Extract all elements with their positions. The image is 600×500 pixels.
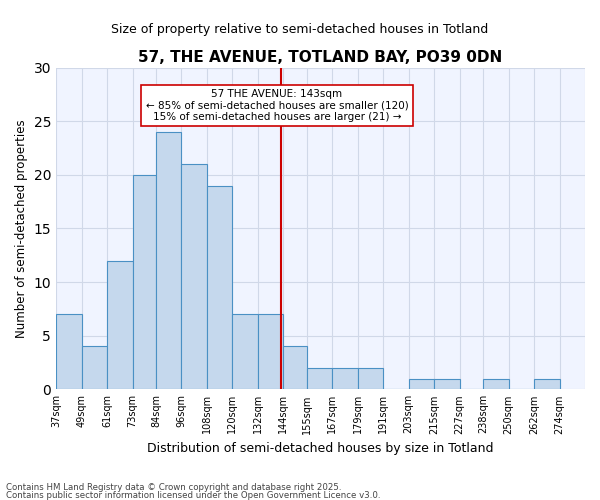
Bar — [107, 260, 133, 390]
Bar — [307, 368, 332, 390]
Bar — [332, 368, 358, 390]
Text: Contains public sector information licensed under the Open Government Licence v3: Contains public sector information licen… — [6, 490, 380, 500]
Bar — [156, 132, 181, 390]
Bar — [258, 314, 283, 390]
X-axis label: Distribution of semi-detached houses by size in Totland: Distribution of semi-detached houses by … — [147, 442, 494, 455]
Bar — [358, 368, 383, 390]
Bar — [207, 186, 232, 390]
Bar — [232, 314, 258, 390]
Bar — [434, 378, 460, 390]
Bar — [82, 346, 107, 390]
Bar — [133, 175, 156, 390]
Text: Contains HM Land Registry data © Crown copyright and database right 2025.: Contains HM Land Registry data © Crown c… — [6, 483, 341, 492]
Y-axis label: Number of semi-detached properties: Number of semi-detached properties — [15, 119, 28, 338]
Bar — [56, 314, 82, 390]
Bar — [181, 164, 207, 390]
Bar — [409, 378, 434, 390]
Text: Size of property relative to semi-detached houses in Totland: Size of property relative to semi-detach… — [112, 22, 488, 36]
Bar — [483, 378, 509, 390]
Bar — [283, 346, 307, 390]
Bar — [534, 378, 560, 390]
Title: 57, THE AVENUE, TOTLAND BAY, PO39 0DN: 57, THE AVENUE, TOTLAND BAY, PO39 0DN — [139, 50, 503, 65]
Text: 57 THE AVENUE: 143sqm
← 85% of semi-detached houses are smaller (120)
15% of sem: 57 THE AVENUE: 143sqm ← 85% of semi-deta… — [146, 89, 409, 122]
